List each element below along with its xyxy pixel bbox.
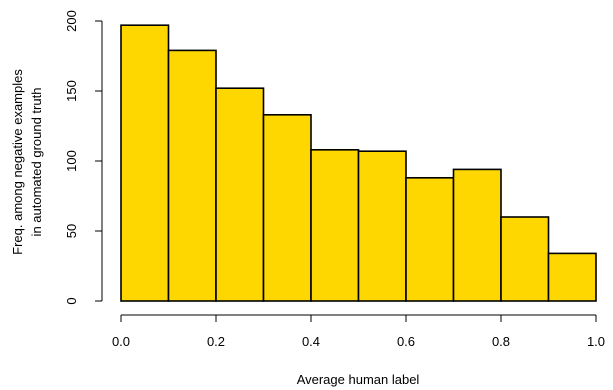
bars-group [120, 24, 597, 302]
y-tick-label: 200 [64, 10, 79, 32]
y-axis-label-line-2: in automated ground truth [29, 88, 44, 237]
y-tick-label: 100 [64, 150, 79, 172]
y-tick-label: 50 [64, 224, 79, 238]
x-tick-label: 0.2 [207, 334, 225, 349]
histogram-bar [215, 87, 265, 302]
histogram-bar [357, 150, 407, 302]
histogram-bar [167, 49, 217, 302]
histogram-bar [310, 149, 360, 302]
histogram-bar [452, 168, 502, 302]
x-tick-label: 1.0 [587, 334, 605, 349]
x-axis: 0.0 0.2 0.4 0.6 0.8 1.0 [112, 314, 605, 349]
x-axis-label: Average human label [297, 372, 420, 387]
y-axis: 0 50 100 150 200 [64, 10, 103, 305]
x-tick-label: 0.6 [397, 334, 415, 349]
x-tick-label: 0.4 [302, 334, 320, 349]
histogram-bar [500, 216, 550, 302]
histogram-bar [120, 24, 170, 302]
x-tick-label: 0.8 [492, 334, 510, 349]
y-axis-label-line-1: Freq. among negative examples [10, 69, 25, 255]
y-tick-label: 150 [64, 80, 79, 102]
y-tick-label: 0 [64, 297, 79, 304]
histogram-bar [547, 252, 597, 302]
histogram-bar [262, 114, 312, 302]
x-tick-label: 0.0 [112, 334, 130, 349]
histogram-bar [405, 177, 455, 302]
